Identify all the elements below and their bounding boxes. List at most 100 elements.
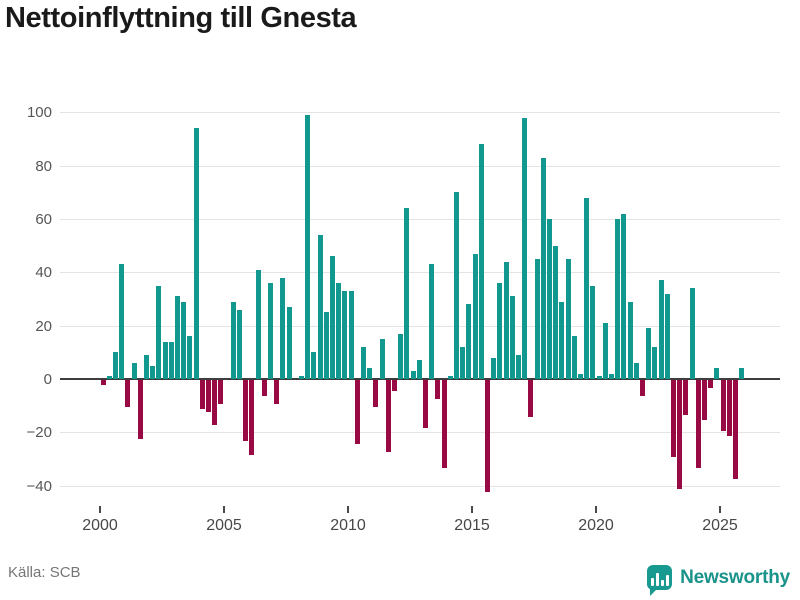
x-axis-tick-label: 2010 (330, 517, 366, 534)
bar-2002q1 (150, 365, 156, 379)
bar-2025q4 (739, 368, 745, 379)
bar-2017q1 (522, 117, 528, 379)
y-axis-tick-label: 100 (26, 104, 52, 122)
bar-2012q2 (404, 208, 410, 379)
bar-2016q2 (503, 261, 509, 379)
bar-2011q2 (379, 339, 385, 379)
bar-2014q1 (447, 376, 453, 379)
bar-2008q2 (305, 115, 311, 379)
bar-2018q4 (565, 259, 571, 379)
y-axis-tick-label: 80 (35, 157, 52, 175)
bar-2014q2 (454, 192, 459, 379)
gridline (60, 485, 780, 487)
bar-2000q1 (100, 380, 106, 386)
bar-2003q2 (181, 301, 187, 379)
newsworthy-logo-icon (647, 565, 673, 596)
bar-2023q4 (689, 288, 695, 379)
logo-bar-icon (660, 580, 664, 586)
bar-2010q4 (367, 368, 373, 379)
bar-2006q3 (261, 380, 267, 396)
bar-2023q2 (677, 380, 683, 490)
bar-2009q2 (330, 256, 335, 379)
x-axis-tick-label: 2000 (82, 517, 118, 534)
bar-2006q2 (255, 269, 261, 379)
bar-2001q4 (144, 355, 149, 379)
x-axis-tick (347, 506, 349, 513)
bar-2004q4 (218, 380, 224, 404)
bar-2013q3 (435, 380, 441, 399)
page-title: Nettoinflyttning till Gnesta (5, 2, 357, 34)
bar-2000q4 (119, 264, 125, 379)
x-axis-tick-label: 2015 (454, 517, 490, 534)
bar-2020q3 (609, 373, 614, 379)
bar-2024q4 (714, 368, 720, 379)
bar-2013q2 (429, 264, 435, 379)
bar-2004q2 (206, 380, 211, 412)
bar-2024q1 (695, 380, 701, 468)
bar-2015q3 (485, 380, 490, 492)
plot-area: 100 80 60 40 20 0 −20 −40 2000 2005 2010 2015 2020 20… (27, 105, 780, 534)
bar-2005q2 (230, 301, 236, 379)
logo-bar-icon (655, 573, 659, 586)
bar-2008q1 (299, 376, 304, 379)
bar-2025q2 (726, 380, 732, 436)
bar-2011q4 (392, 380, 397, 391)
bar-2001q3 (137, 380, 143, 439)
bar-2018q1 (547, 219, 552, 379)
x-axis-tick (719, 506, 721, 513)
bar-2007q2 (280, 277, 286, 379)
bar-2016q1 (497, 283, 503, 379)
bar-2021q3 (633, 363, 639, 379)
bar-2020q1 (596, 376, 602, 379)
bar-2005q4 (243, 380, 249, 442)
bar-2007q3 (286, 307, 292, 379)
bar-2011q3 (385, 380, 391, 452)
bar-2011q1 (373, 380, 379, 407)
bar-2013q4 (441, 380, 447, 468)
logo-bar-icon (650, 578, 654, 586)
bar-2008q3 (311, 352, 317, 379)
bar-2019q2 (578, 373, 583, 379)
y-axis-tick-label: 0 (43, 371, 52, 388)
bar-2003q1 (175, 296, 180, 379)
bar-2010q3 (361, 347, 366, 379)
bar-2003q3 (187, 336, 193, 379)
bar-2022q2 (652, 347, 658, 379)
bar-2015q2 (478, 144, 484, 379)
bar-2017q4 (540, 157, 546, 379)
x-axis-tick-label: 2025 (702, 517, 738, 534)
newsworthy-brand: Newsworthy (647, 565, 790, 596)
bar-2020q2 (602, 323, 608, 379)
bar-2021q4 (640, 380, 645, 396)
bar-2004q3 (212, 380, 218, 426)
bar-2007q1 (274, 380, 280, 404)
x-axis-tick-label: 2020 (578, 517, 614, 534)
bar-2019q1 (571, 336, 577, 379)
gridline (60, 272, 780, 274)
bar-2006q4 (268, 283, 273, 379)
y-axis-tick-label: −20 (26, 424, 52, 442)
bar-2006q1 (249, 380, 255, 455)
bar-2023q1 (671, 380, 676, 458)
bar-2012q3 (410, 371, 416, 379)
bar-2013q1 (423, 380, 428, 428)
bar-2017q3 (534, 259, 540, 379)
bar-2009q4 (342, 291, 348, 379)
bar-2015q1 (472, 253, 478, 379)
bar-2004q1 (199, 380, 205, 410)
source-label: Källa: SCB (8, 564, 81, 581)
bar-2012q1 (398, 333, 404, 379)
bar-2022q3 (658, 280, 664, 379)
logo-bar-icon (665, 575, 669, 586)
bar-2016q3 (509, 296, 515, 379)
bar-2022q1 (646, 328, 652, 379)
x-axis-tick (99, 506, 101, 513)
bar-2021q2 (627, 301, 633, 379)
y-axis-tick-label: 60 (35, 211, 52, 228)
bar-2009q3 (336, 283, 342, 379)
gridline (60, 165, 780, 167)
bar-2018q3 (559, 301, 565, 379)
bar-2014q3 (460, 347, 466, 379)
bar-2024q2 (702, 380, 707, 420)
newsworthy-wordmark: Newsworthy (680, 566, 790, 588)
